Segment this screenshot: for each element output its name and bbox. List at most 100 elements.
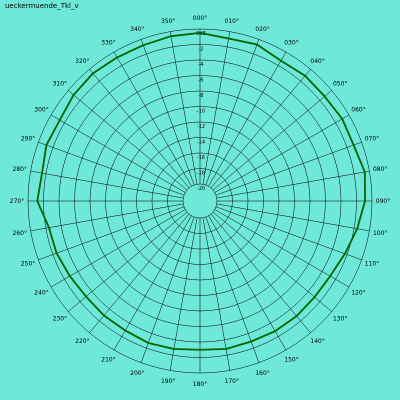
grid-spoke bbox=[208, 51, 287, 187]
radial-tick-label: -8 bbox=[199, 93, 204, 99]
data-point bbox=[48, 226, 50, 229]
radial-tick-label: -12 bbox=[197, 124, 205, 130]
radial-tick-label: -16 bbox=[197, 155, 205, 161]
grid-spoke bbox=[202, 31, 231, 185]
angle-tick-label: 240° bbox=[34, 290, 48, 297]
angle-tick-label: 350° bbox=[161, 18, 175, 25]
grid-spoke bbox=[212, 90, 332, 191]
data-point bbox=[274, 330, 277, 333]
angle-tick-label: 330° bbox=[101, 40, 115, 47]
grid-spoke bbox=[210, 213, 311, 333]
data-point bbox=[72, 94, 75, 96]
radial-tick-label: -18 bbox=[197, 171, 205, 177]
angle-tick-label: 220° bbox=[75, 338, 89, 345]
angle-tick-label: 070° bbox=[365, 135, 379, 142]
radial-tick-label: -6 bbox=[199, 78, 204, 84]
grid-spoke bbox=[205, 216, 260, 363]
data-point bbox=[256, 43, 258, 46]
grid-spoke bbox=[30, 170, 184, 199]
angle-tick-label: 130° bbox=[333, 316, 347, 323]
grid-spoke bbox=[169, 217, 198, 371]
angle-tick-label: 340° bbox=[130, 26, 144, 33]
angle-tick-label: 280° bbox=[13, 166, 27, 173]
angle-tick-label: 250° bbox=[21, 261, 35, 268]
angle-tick-label: 110° bbox=[365, 261, 379, 268]
data-point bbox=[116, 56, 118, 59]
angle-tick-label: 090° bbox=[376, 198, 390, 205]
grid-spoke bbox=[205, 39, 260, 186]
grid-spoke bbox=[50, 209, 186, 288]
angle-tick-label: 290° bbox=[21, 135, 35, 142]
data-point bbox=[55, 252, 58, 255]
angle-tick-label: 200° bbox=[130, 370, 144, 377]
angle-tick-label: 320° bbox=[75, 58, 89, 65]
data-point bbox=[225, 348, 228, 350]
data-point bbox=[102, 314, 105, 317]
angle-tick-label: 050° bbox=[333, 80, 347, 87]
data-point bbox=[363, 171, 366, 173]
grid-spoke bbox=[50, 114, 186, 193]
data-point bbox=[41, 172, 43, 175]
angle-tick-label: 080° bbox=[373, 166, 387, 173]
angle-tick-label: 180° bbox=[193, 381, 207, 388]
data-point bbox=[199, 31, 201, 34]
angle-tick-label: 030° bbox=[284, 40, 298, 47]
data-point bbox=[68, 275, 71, 278]
grid-spoke bbox=[210, 69, 311, 189]
grid-spoke bbox=[140, 39, 195, 186]
data-point bbox=[341, 117, 344, 120]
radial-tick-label: -2 bbox=[199, 47, 204, 53]
data-point bbox=[356, 227, 359, 230]
angle-tick-label: 230° bbox=[53, 316, 67, 323]
grid-spoke bbox=[208, 215, 287, 351]
data-point bbox=[295, 315, 298, 318]
data-point bbox=[250, 340, 253, 343]
grid-spoke bbox=[214, 209, 350, 288]
angle-tick-label: 160° bbox=[255, 370, 269, 377]
angle-tick-label: 210° bbox=[101, 356, 115, 363]
grid-spoke bbox=[212, 211, 332, 312]
data-point bbox=[199, 348, 201, 351]
data-point bbox=[227, 37, 230, 40]
angle-tick-label: 270° bbox=[10, 198, 24, 205]
radial-tick-label: -4 bbox=[199, 62, 204, 68]
grid-spoke bbox=[30, 203, 184, 232]
data-point bbox=[364, 200, 366, 202]
grid-spoke bbox=[38, 206, 185, 261]
data-point bbox=[147, 342, 150, 344]
angle-tick-label: 170° bbox=[225, 378, 239, 385]
grid-spoke bbox=[215, 206, 362, 261]
grid-spoke bbox=[169, 31, 198, 185]
data-point bbox=[45, 144, 48, 146]
angle-tick-label: 260° bbox=[13, 230, 27, 237]
angle-tick-label: 190° bbox=[161, 378, 175, 385]
data-point bbox=[85, 295, 87, 298]
angle-tick-label: 060° bbox=[351, 107, 365, 114]
data-point bbox=[343, 252, 346, 255]
data-point bbox=[170, 35, 172, 38]
grid-spoke bbox=[113, 51, 192, 187]
radial-tick-label: -14 bbox=[197, 140, 205, 146]
radial-tick-label: -20 bbox=[197, 186, 205, 192]
angle-tick-label: 140° bbox=[310, 338, 324, 345]
data-point bbox=[36, 200, 39, 202]
radial-tick-label: -10 bbox=[197, 109, 205, 115]
angle-tick-label: 120° bbox=[351, 290, 365, 297]
data-point bbox=[323, 95, 326, 98]
data-point bbox=[173, 348, 175, 350]
data-point bbox=[58, 119, 61, 121]
data-point bbox=[352, 144, 355, 146]
data-point bbox=[124, 329, 127, 332]
grid-spoke bbox=[89, 69, 190, 189]
grid-spoke bbox=[113, 215, 192, 351]
grid-spoke bbox=[38, 141, 185, 196]
data-point bbox=[280, 59, 282, 62]
angle-tick-label: 020° bbox=[255, 26, 269, 33]
angle-tick-label: 100° bbox=[373, 230, 387, 237]
angle-tick-label: 300° bbox=[34, 107, 48, 114]
grid-spoke bbox=[202, 217, 231, 371]
angle-tick-label: 150° bbox=[284, 356, 298, 363]
angle-tick-label: 040° bbox=[310, 58, 324, 65]
